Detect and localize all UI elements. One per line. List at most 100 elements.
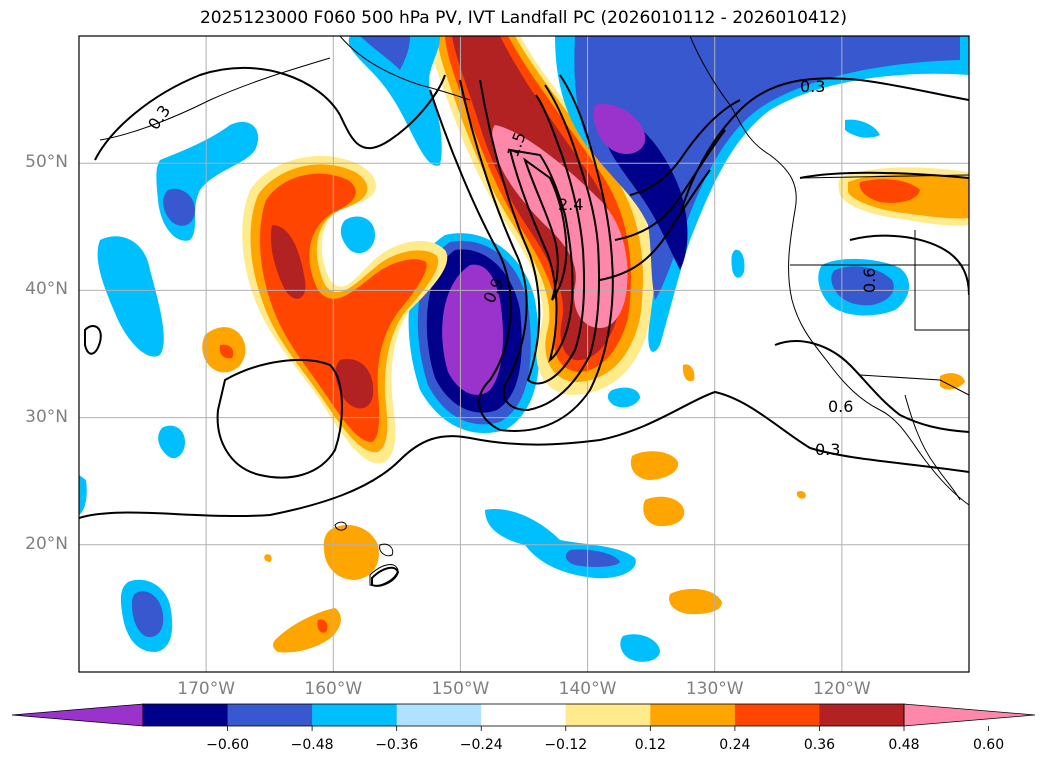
contour-label-2.4: 2.4 (558, 195, 583, 214)
colorbar-bin (312, 704, 398, 726)
positive-anomaly-south3 (630, 451, 679, 480)
negative-anomaly-small1 (340, 216, 375, 254)
lon-tick-label: 120°W (812, 679, 871, 699)
lon-tick-label: 150°W (431, 679, 490, 699)
lon-tick-label: 170°W (177, 679, 236, 699)
colorbar-bin (734, 704, 820, 726)
colorbar-tick-label: −0.48 (290, 737, 334, 753)
contour-east-wave2 (614, 129, 726, 241)
contour-0.6-east (849, 234, 969, 296)
aleutian-islands (99, 57, 331, 141)
contour-main-1 (429, 74, 614, 432)
negative-anomaly-south-band (485, 509, 636, 579)
lon-tick-label: 160°W (304, 679, 363, 699)
colorbar-tick-label: 0.48 (888, 737, 920, 753)
contour-0.3-lobe-west (84, 325, 102, 355)
colorbar-tick-label: 0.24 (719, 737, 751, 753)
contour-0.3-main (79, 390, 969, 519)
colorbar-tick-label: 0.12 (634, 737, 666, 753)
lat-tick-label: 30°N (25, 406, 68, 427)
positive-anomaly-west-arc-darkred2 (335, 359, 374, 409)
baja-california (904, 394, 961, 501)
negative-anomaly-northwest-strip (348, 36, 442, 166)
colorbar-tick-label: −0.36 (375, 737, 419, 753)
contour-label-0.6-east: 0.6 (860, 268, 879, 293)
positive-anomaly-west-small-red (219, 344, 234, 359)
contour-east-wave (629, 99, 741, 196)
positive-anomaly-west-arc-darkred (270, 225, 306, 299)
positive-anomaly-south2 (273, 608, 341, 653)
lon-tick-label: 130°W (685, 679, 744, 699)
map-title: 2025123000 F060 500 hPa PV, IVT Landfall… (199, 8, 847, 28)
positive-anomaly-south4 (643, 496, 685, 527)
negative-anomaly-south2 (620, 634, 660, 662)
contour-label-0.3-south: 0.3 (815, 440, 840, 459)
negative-anomaly-south-band-core (565, 549, 620, 567)
colorbar (11, 703, 1036, 731)
contour-main-4 (508, 148, 574, 363)
negative-anomaly-south3 (607, 387, 640, 408)
positive-anomaly-west-arc-red (260, 173, 427, 442)
negative-anomaly-edge (79, 475, 87, 515)
colorbar-tick-label: 0.36 (803, 737, 836, 753)
negative-anomaly-northwest-mid (360, 36, 410, 70)
colorbar-tick-label: −0.24 (459, 737, 503, 753)
negative-anomaly-small2 (158, 425, 185, 459)
hawaii-island2 (334, 521, 347, 531)
positive-anomaly-south5 (669, 588, 722, 615)
lat-tick-label: 50°N (25, 152, 68, 173)
negative-anomaly-northeast-core (593, 104, 646, 155)
north-america-west-coast (689, 36, 969, 506)
lat-tick-label: 20°N (25, 533, 68, 554)
contour-main-5 (523, 157, 568, 301)
contour-0.3-east (799, 171, 969, 179)
colorbar-bin (565, 704, 651, 726)
negative-anomaly-west2-core (163, 188, 195, 226)
contour-0.6-south (774, 340, 969, 433)
shaded-anomalies (79, 36, 969, 662)
ivt-contours (79, 66, 969, 587)
lat-tick-label: 40°N (25, 279, 68, 300)
negative-anomaly-south1-core (132, 591, 164, 638)
colorbar-extend-low (11, 703, 144, 727)
contour-label-0.3-west: 0.3 (144, 102, 174, 134)
positive-anomaly-south2-red (317, 619, 328, 633)
hawaii-island3 (379, 543, 394, 557)
colorbar-bin (650, 704, 736, 726)
positive-anomaly-northeast-red (859, 179, 920, 203)
us-state-line2 (914, 230, 969, 331)
gridlines (79, 36, 969, 672)
colorbar-tick-label: −0.60 (206, 737, 249, 753)
colorbar-tick-label: −0.12 (544, 737, 588, 753)
us-mexico-border (859, 374, 969, 396)
lon-tick-label: 140°W (558, 679, 617, 699)
contour-east-wave3 (599, 169, 711, 281)
colorbar-extend-high (903, 703, 1036, 727)
colorbar-bin (819, 704, 905, 726)
positive-anomaly-tiny4 (796, 490, 806, 499)
colorbar-bin (481, 704, 567, 726)
negative-anomaly-east1-core (831, 266, 894, 306)
contour-0.3-northeast (679, 77, 969, 216)
alaska-coast (339, 36, 471, 101)
contour-main-3 (479, 79, 586, 385)
colorbar-bin (143, 704, 229, 726)
negative-anomaly-east3 (845, 119, 880, 138)
colorbar-bin (396, 704, 482, 726)
contour-label-0.3-northeast: 0.3 (800, 77, 825, 96)
map-frame (78, 35, 970, 673)
positive-anomaly-ridge-pink (492, 125, 628, 329)
negative-anomaly-core (442, 264, 503, 395)
positive-anomaly-tiny2 (940, 373, 965, 390)
colorbar-tick-label: 0.60 (972, 737, 1005, 753)
positive-anomaly-tiny1 (682, 364, 695, 382)
colorbar-outline (142, 703, 905, 727)
contour-main-2 (459, 79, 601, 412)
contour-small-hawaii (371, 566, 400, 587)
negative-anomaly-west1 (97, 236, 164, 357)
positive-anomaly-south1 (323, 525, 379, 580)
colorbar-bin (227, 704, 313, 726)
contour-label-0.6-south: 0.6 (828, 397, 853, 416)
negative-anomaly-east2 (731, 249, 745, 278)
